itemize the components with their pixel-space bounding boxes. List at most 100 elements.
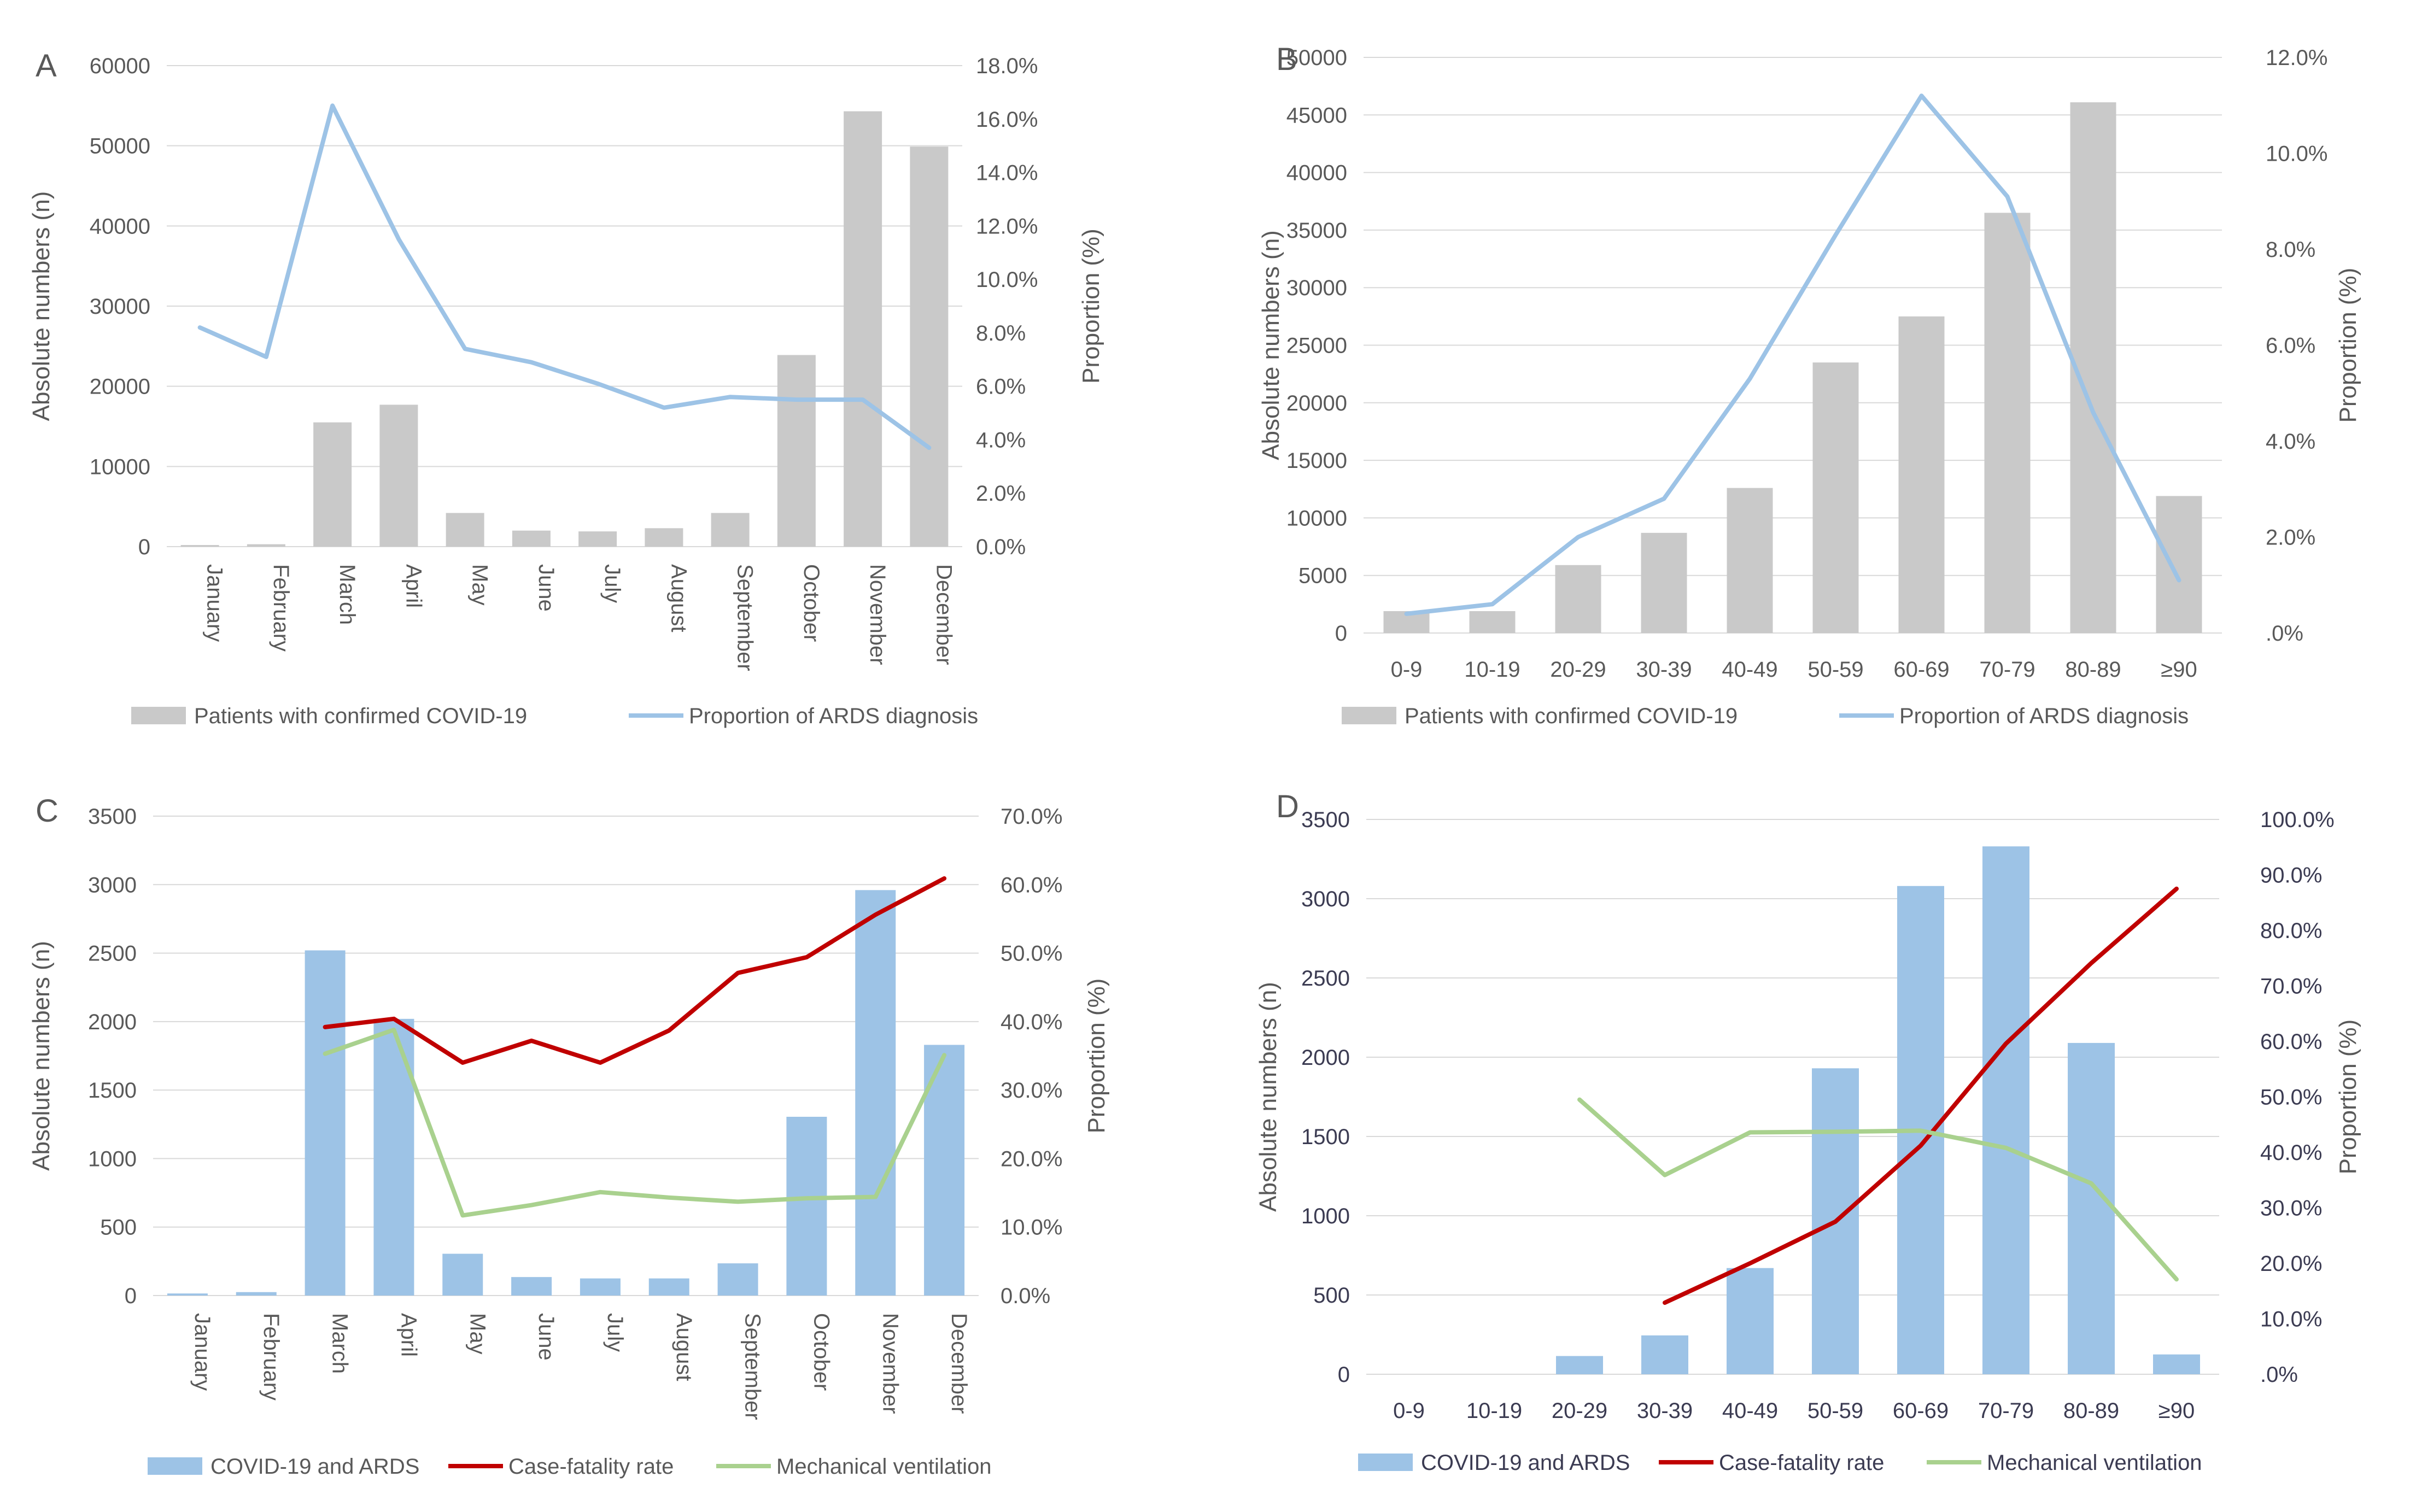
y2-tick-label: 2.0% xyxy=(2266,526,2315,550)
y-tick-label: 50000 xyxy=(1286,46,1347,70)
bar-december xyxy=(910,146,949,547)
x-tick-label: September xyxy=(741,1313,765,1420)
y-axis-title: Absolute numbers (n) xyxy=(28,191,55,421)
y2-axis-title: Proportion (%) xyxy=(1083,978,1110,1134)
y-tick-label: 3000 xyxy=(88,873,137,897)
y-tick-label: 0 xyxy=(125,1284,137,1308)
x-tick-label: October xyxy=(809,1313,833,1391)
y-tick-label: 1000 xyxy=(88,1147,137,1171)
y-tick-label: 3500 xyxy=(1301,808,1350,832)
x-tick-label: July xyxy=(600,564,624,603)
x-tick-label: 30-39 xyxy=(1636,658,1692,682)
y2-axis-title: Proportion (%) xyxy=(2335,268,2361,423)
y2-tick-label: 50.0% xyxy=(1001,942,1062,966)
y-tick-label: 30000 xyxy=(90,295,150,319)
bar-90 xyxy=(2156,496,2202,633)
bar-october xyxy=(786,1117,827,1296)
y-axis-title: Absolute numbers (n) xyxy=(1255,982,1282,1212)
chart-d-svg: D 0 500 1000 1500 2000 2500 3000 3500 .0% 10.0% 20.… xyxy=(1255,789,2361,1475)
panel-letter: C xyxy=(36,793,59,829)
y2-tick-label: 70.0% xyxy=(1001,805,1062,829)
y-tick-label: 1500 xyxy=(1301,1125,1350,1149)
y2-tick-label: 18.0% xyxy=(976,54,1038,78)
y-tick-label: 1000 xyxy=(1301,1204,1350,1228)
y2-tick-label: 60.0% xyxy=(1001,873,1062,897)
y2-tick-label: 20.0% xyxy=(1001,1147,1062,1171)
x-tick-label: July xyxy=(603,1313,627,1352)
y2-tick-label: 40.0% xyxy=(2260,1141,2322,1165)
y2-tick-label: 100.0% xyxy=(2260,808,2335,832)
legend-swatch-covid-19-and-ards xyxy=(148,1457,202,1475)
y2-tick-label: 8.0% xyxy=(976,321,1026,345)
x-tick-label: 30-39 xyxy=(1637,1399,1693,1423)
line-case-fatality-rate xyxy=(1663,886,2179,1305)
x-tick-label: October xyxy=(799,564,823,642)
y-tick-label: 20000 xyxy=(1286,391,1347,415)
y2-tick-label: 12.0% xyxy=(2266,46,2327,70)
legend-swatch-patients-with-confirmed-covid-19 xyxy=(131,707,186,724)
legend-label-proportion-of-ards-diagnosis: Proportion of ARDS diagnosis xyxy=(689,704,978,728)
x-tick-label: 70-79 xyxy=(1979,658,2035,682)
x-tick-label: 0-9 xyxy=(1393,1399,1425,1423)
y-tick-label: 50000 xyxy=(90,134,150,159)
bar-20-29 xyxy=(1556,1356,1603,1374)
bar-40-49 xyxy=(1727,1268,1774,1374)
legend-label-patients-with-confirmed-covid-19: Patients with confirmed COVID-19 xyxy=(194,704,527,728)
bar-40-49 xyxy=(1727,488,1773,633)
x-tick-label: ≥90 xyxy=(2161,658,2197,682)
bar-may xyxy=(442,1253,483,1296)
y-tick-label: 0 xyxy=(138,535,150,559)
bar-70-79 xyxy=(1982,846,2029,1374)
y-tick-label: 500 xyxy=(1313,1284,1350,1308)
x-tick-label: ≥90 xyxy=(2159,1399,2195,1423)
bar-march xyxy=(313,422,352,547)
legend-label-patients-with-confirmed-covid-19: Patients with confirmed COVID-19 xyxy=(1405,704,1738,728)
y-tick-label: 500 xyxy=(100,1216,137,1240)
y-tick-label: 0 xyxy=(1338,1363,1350,1387)
x-tick-label: May xyxy=(468,564,492,606)
x-tick-label: March xyxy=(328,1313,352,1374)
x-tick-label: 50-59 xyxy=(1808,658,1863,682)
y2-tick-label: 4.0% xyxy=(2266,430,2315,454)
x-tick-label: August xyxy=(672,1313,696,1381)
y-tick-label: 2500 xyxy=(1301,966,1350,991)
x-tick-label: April xyxy=(396,1313,420,1357)
x-tick-label: 50-59 xyxy=(1808,1399,1863,1423)
chart-panel-a: A 0 10000 20000 30000 40000 50000 60000 0.0% 2.0%… xyxy=(0,0,1205,756)
bar-march xyxy=(305,950,346,1296)
x-tick-label: January xyxy=(203,564,227,642)
x-tick-label: April xyxy=(401,564,425,608)
y2-tick-label: 4.0% xyxy=(976,428,1026,452)
chart-panel-d: D 0 500 1000 1500 2000 2500 3000 3500 .0% 10.0% 20.… xyxy=(1205,756,2410,1512)
x-tick-label: 60-69 xyxy=(1893,658,1949,682)
legend-swatch-patients-with-confirmed-covid-19 xyxy=(1342,707,1396,724)
line-proportion-of-ards-diagnosis xyxy=(197,103,932,450)
bar-70-79 xyxy=(1984,213,2031,633)
bar-june xyxy=(511,1277,552,1296)
y2-tick-label: 0.0% xyxy=(976,535,1026,559)
legend-label-covid-19-and-ards: COVID-19 and ARDS xyxy=(210,1455,419,1479)
y2-tick-label: 6.0% xyxy=(2266,334,2315,358)
x-tick-label: February xyxy=(269,564,293,652)
y2-tick-label: 30.0% xyxy=(2260,1197,2322,1221)
bar-80-89 xyxy=(2068,1042,2115,1374)
y-tick-label: 25000 xyxy=(1286,334,1347,358)
x-tick-label: 40-49 xyxy=(1722,658,1777,682)
chart-panel-b: B 0 5000 10000 15000 20000 25000 30000 35000 4000… xyxy=(1205,0,2410,756)
bar-november xyxy=(855,890,896,1296)
y-tick-label: 35000 xyxy=(1286,219,1347,243)
panel-letter: D xyxy=(1276,789,1299,824)
y-tick-label: 2500 xyxy=(88,942,137,966)
x-tick-label: December xyxy=(947,1313,971,1414)
y-tick-label: 1500 xyxy=(88,1079,137,1103)
y-tick-label: 10000 xyxy=(90,455,150,479)
x-tick-label: 10-19 xyxy=(1466,1399,1522,1423)
y2-tick-label: 0.0% xyxy=(1001,1284,1050,1308)
y2-tick-label: 10.0% xyxy=(2260,1308,2322,1332)
bar-30-39 xyxy=(1641,1335,1688,1374)
x-tick-label: August xyxy=(666,564,691,632)
y2-tick-label: 90.0% xyxy=(2260,864,2322,888)
bar-august xyxy=(648,1278,689,1296)
y-tick-label: 10000 xyxy=(1286,506,1347,530)
bar-50-59 xyxy=(1812,362,1859,633)
